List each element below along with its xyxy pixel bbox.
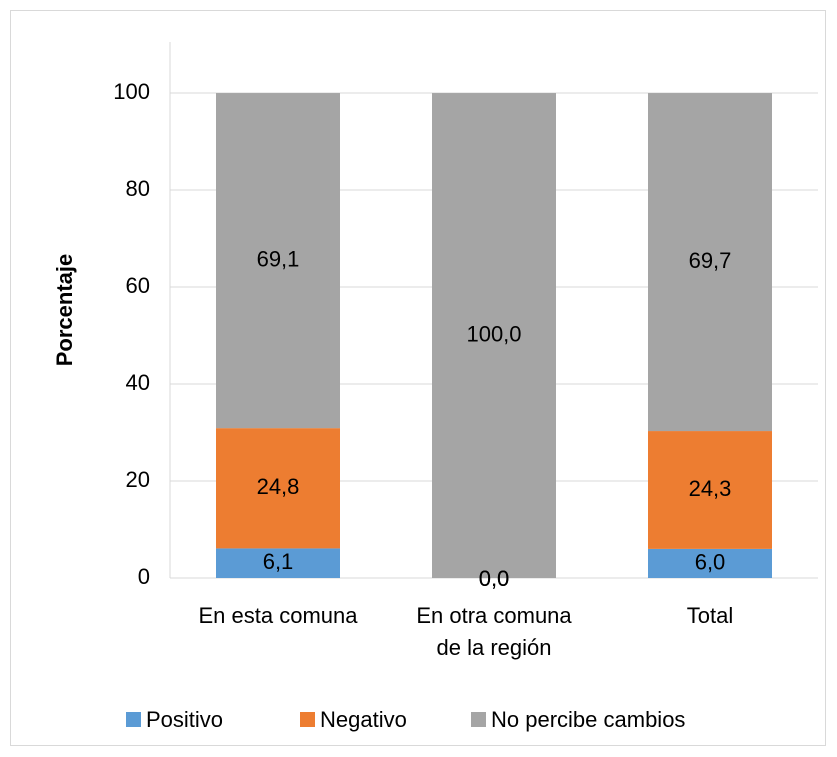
legend-swatch bbox=[300, 712, 315, 727]
data-label: 6,0 bbox=[695, 549, 726, 574]
bar-segment bbox=[216, 428, 340, 549]
bar-segment bbox=[432, 93, 556, 578]
data-label: 24,8 bbox=[257, 474, 300, 499]
y-tick-label: 100 bbox=[113, 79, 150, 104]
data-label: 100,0 bbox=[466, 321, 521, 346]
y-axis-title: Porcentaje bbox=[52, 254, 77, 367]
data-label: 0,0 bbox=[479, 566, 510, 591]
y-tick-label: 60 bbox=[126, 273, 150, 298]
data-label: 69,7 bbox=[689, 248, 732, 273]
x-tick-label: En esta comuna bbox=[198, 603, 358, 628]
data-label: 0,0 bbox=[479, 566, 510, 591]
y-tick-label: 20 bbox=[126, 467, 150, 492]
x-tick-label: En otra comuna de la región bbox=[416, 603, 572, 660]
legend-label: Negativo bbox=[320, 707, 407, 732]
legend-swatch bbox=[471, 712, 486, 727]
data-label: 69,1 bbox=[257, 246, 300, 271]
data-label: 24,3 bbox=[689, 476, 732, 501]
x-tick-label: Total bbox=[686, 603, 734, 628]
y-tick-label: 40 bbox=[126, 370, 150, 395]
legend-label: No percibe cambios bbox=[491, 707, 685, 732]
y-tick-label: 80 bbox=[126, 176, 150, 201]
bar-segment bbox=[648, 93, 772, 432]
data-label: 6,1 bbox=[263, 549, 294, 574]
legend-label: Positivo bbox=[146, 707, 223, 732]
bar-segment bbox=[216, 548, 340, 578]
bar-segment bbox=[216, 93, 340, 429]
legend-swatch bbox=[126, 712, 141, 727]
bar-segment bbox=[648, 548, 772, 578]
y-tick-label: 0 bbox=[138, 564, 150, 589]
bar-segment bbox=[648, 431, 772, 549]
